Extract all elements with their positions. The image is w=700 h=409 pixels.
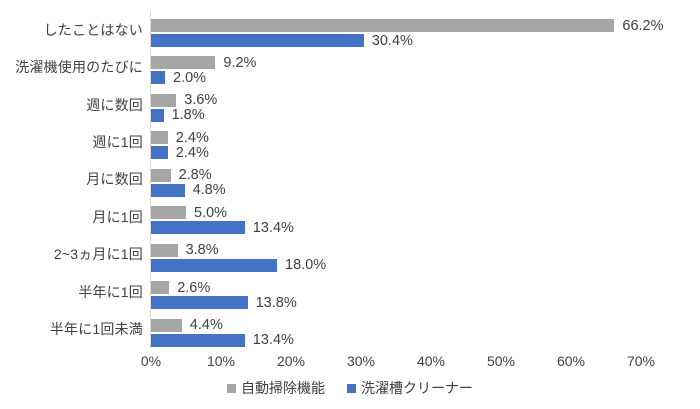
category-label: 週に数回 (86, 96, 143, 113)
plot-area: したことはない 66.2% 30.4% 洗濯機使用のたびに 9.2% 2.0% 週に数回 3.… (15, 11, 664, 369)
bar-auto-clean-function: 2.8% (151, 167, 212, 183)
category-label: 洗濯機使用のたびに (15, 59, 143, 76)
category-label: 月に1回 (92, 208, 143, 225)
legend-item-auto-clean-function: 自動掃除機能 (227, 378, 325, 398)
bar-auto-clean-function: 2.6% (151, 280, 210, 296)
bar-line-auto-clean-function: 2.6% (151, 280, 648, 296)
x-axis-tick: 10% (206, 353, 236, 369)
bar-auto-clean-function: 4.4% (151, 317, 223, 333)
bar-line-tub-cleaner: 18.0% (151, 257, 648, 273)
bar-line-auto-clean-function: 5.0% (151, 205, 648, 221)
legend-swatch-icon (347, 383, 356, 393)
category-row: 洗濯機使用のたびに 9.2% 2.0% (15, 48, 648, 86)
value-label-auto-clean-function: 9.2% (223, 54, 257, 71)
bar-tub-cleaner: 2.0% (151, 70, 206, 86)
bar-auto-clean-function: 2.4% (151, 130, 209, 146)
value-label-auto-clean-function: 5.0% (194, 204, 228, 221)
value-label-auto-clean-function: 3.6% (184, 92, 218, 109)
x-axis-tick: 30% (346, 353, 376, 369)
legend-item-tub-cleaner: 洗濯槽クリーナー (347, 378, 473, 398)
bar-tub-cleaner: 1.8% (151, 107, 205, 123)
bar-auto-clean-function: 3.6% (151, 92, 217, 108)
value-label-tub-cleaner: 2.0% (173, 69, 207, 86)
value-label-tub-cleaner: 30.4% (371, 32, 413, 49)
bar-line-tub-cleaner: 2.4% (151, 145, 648, 161)
bar-line-tub-cleaner: 13.4% (151, 332, 648, 348)
x-axis: 0% 10% 20% 30% 40% 50% 60% 70% (141, 350, 655, 372)
category-label: 週に1回 (92, 134, 143, 151)
category-row: 2~3ヵ月に1回 3.8% 18.0% (54, 236, 648, 273)
x-axis-tick: 20% (276, 353, 306, 369)
category-label: 半年に1回未満 (49, 321, 143, 338)
bar-auto-clean-function: 66.2% (151, 18, 664, 34)
legend: 自動掃除機能 洗濯槽クリーナー (0, 378, 700, 398)
value-label-auto-clean-function: 2.4% (175, 129, 209, 146)
category-row: 半年に1回 2.6% 13.8% (78, 273, 648, 311)
value-label-tub-cleaner: 13.4% (252, 332, 294, 348)
value-label-tub-cleaner: 1.8% (171, 107, 205, 124)
x-axis-tick: 0% (140, 353, 162, 369)
bar-auto-clean-function: 3.8% (151, 242, 219, 258)
value-label-tub-cleaner: 2.4% (175, 144, 209, 161)
bar-auto-clean-function: 5.0% (151, 205, 227, 221)
x-axis-tick: 70% (626, 353, 656, 369)
bar-line-tub-cleaner: 2.0% (151, 70, 648, 86)
value-label-tub-cleaner: 13.8% (255, 294, 297, 311)
category-row: 週に1回 2.4% 2.4% (92, 123, 648, 161)
bar-line-tub-cleaner: 30.4% (151, 33, 648, 49)
x-axis-tick: 60% (556, 353, 586, 369)
bar-line-auto-clean-function: 3.8% (151, 242, 648, 258)
bar-line-auto-clean-function: 2.8% (151, 167, 648, 183)
bar-line-auto-clean-function: 66.2% (151, 18, 664, 34)
value-label-auto-clean-function: 2.8% (178, 167, 212, 184)
category-row: したことはない 66.2% 30.4% (44, 11, 664, 49)
category-label: したことはない (43, 21, 143, 38)
legend-label: 自動掃除機能 (241, 380, 325, 396)
bar-tub-cleaner: 13.4% (151, 220, 294, 236)
value-label-tub-cleaner: 4.8% (192, 182, 226, 199)
bar-auto-clean-function: 9.2% (151, 55, 256, 71)
bar-tub-cleaner: 18.0% (151, 257, 326, 273)
category-row: 月に1回 5.0% 13.4% (92, 198, 648, 236)
value-label-tub-cleaner: 18.0% (285, 257, 327, 274)
x-axis-tick: 50% (486, 353, 516, 369)
category-label: 半年に1回 (78, 283, 143, 300)
value-label-auto-clean-function: 66.2% (622, 17, 664, 34)
bar-line-tub-cleaner: 1.8% (151, 107, 648, 123)
bar-tub-cleaner: 13.4% (151, 332, 294, 348)
value-label-tub-cleaner: 13.4% (252, 219, 294, 236)
legend-swatch-icon (227, 383, 236, 393)
x-axis-tick: 40% (416, 353, 446, 369)
bar-tub-cleaner: 4.8% (151, 182, 226, 198)
value-label-auto-clean-function: 2.6% (177, 279, 211, 296)
category-row: 週に数回 3.6% 1.8% (86, 86, 648, 123)
value-label-auto-clean-function: 3.8% (185, 242, 219, 259)
value-label-auto-clean-function: 4.4% (189, 317, 223, 333)
bar-line-tub-cleaner: 13.8% (151, 295, 648, 311)
category-row: 月に数回 2.8% 4.8% (86, 161, 648, 198)
category-row: 半年に1回未満 4.4% 13.4% (50, 311, 648, 348)
legend-label: 洗濯槽クリーナー (361, 380, 473, 396)
bar-tub-cleaner: 13.8% (151, 295, 297, 311)
bar-line-tub-cleaner: 4.8% (151, 182, 648, 198)
bar-tub-cleaner: 30.4% (151, 33, 413, 49)
category-label: 月に数回 (86, 171, 143, 188)
bar-line-auto-clean-function: 2.4% (151, 130, 648, 146)
bar-line-tub-cleaner: 13.4% (151, 220, 648, 236)
bar-line-auto-clean-function: 4.4% (151, 317, 648, 333)
bar-line-auto-clean-function: 3.6% (151, 92, 648, 108)
bar-tub-cleaner: 2.4% (151, 145, 209, 161)
category-label: 2~3ヵ月に1回 (53, 246, 143, 263)
bar-line-auto-clean-function: 9.2% (151, 55, 648, 71)
